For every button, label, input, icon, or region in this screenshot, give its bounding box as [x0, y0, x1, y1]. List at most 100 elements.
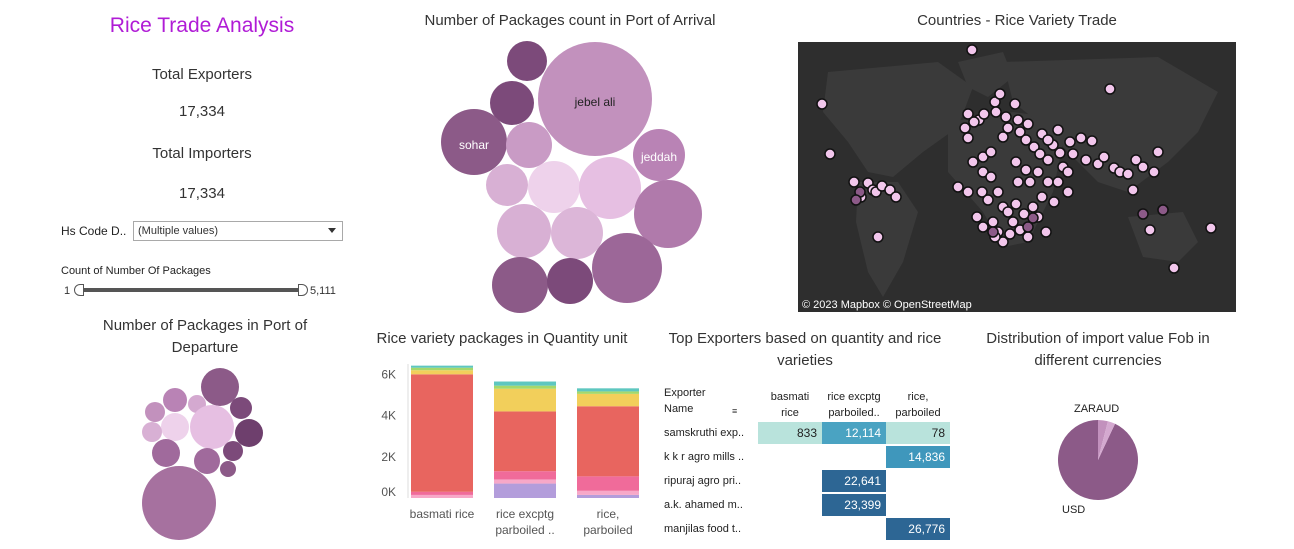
table-column-header[interactable]: parboiled: [895, 407, 941, 419]
map-point[interactable]: [1052, 176, 1064, 188]
map-point[interactable]: [968, 116, 980, 128]
map-point[interactable]: [977, 221, 989, 233]
table-cell[interactable]: 833: [758, 422, 822, 444]
arrival-bubble[interactable]: [547, 258, 593, 304]
arrival-bubble[interactable]: [634, 180, 702, 248]
arrival-bubble[interactable]: [579, 157, 641, 219]
bar-segment[interactable]: [494, 471, 556, 480]
map-point[interactable]: [959, 122, 971, 134]
map-point[interactable]: [1042, 134, 1054, 146]
arrival-bubble[interactable]: [506, 122, 552, 168]
bar-segment[interactable]: [494, 385, 556, 389]
table-row-label[interactable]: ripuraj agro pri..: [664, 475, 742, 487]
table-column-header[interactable]: rice,: [907, 391, 929, 403]
departure-bubble[interactable]: [152, 439, 180, 467]
departure-bubble[interactable]: [194, 448, 220, 474]
departure-bubble[interactable]: [142, 422, 162, 442]
departure-bubble[interactable]: [163, 388, 187, 412]
table-cell[interactable]: 23,399: [822, 494, 886, 516]
map-point[interactable]: [1062, 186, 1074, 198]
map-point[interactable]: [994, 88, 1006, 100]
map-point[interactable]: [977, 151, 989, 163]
map-point[interactable]: [1152, 146, 1164, 158]
map-point[interactable]: [1010, 156, 1022, 168]
map-point[interactable]: [890, 191, 902, 203]
map-point[interactable]: [982, 194, 994, 206]
map-point[interactable]: [1032, 166, 1044, 178]
arrival-bubble-sohar[interactable]: [441, 109, 507, 175]
map-point[interactable]: [850, 194, 862, 206]
map-point[interactable]: [1002, 122, 1014, 134]
table-column-header[interactable]: rice excptg: [827, 391, 881, 403]
map-point[interactable]: [824, 148, 836, 160]
map-point[interactable]: [1000, 111, 1012, 123]
table-row-label[interactable]: k k r agro mills ..: [664, 451, 745, 463]
map-point[interactable]: [1137, 208, 1149, 220]
departure-bubble[interactable]: [230, 397, 252, 419]
bar-segment[interactable]: [411, 365, 473, 368]
map-point[interactable]: [1027, 201, 1039, 213]
map-point[interactable]: [1064, 136, 1076, 148]
table-cell[interactable]: 14,836: [886, 446, 950, 468]
map-point[interactable]: [1052, 124, 1064, 136]
map-point[interactable]: [1075, 132, 1087, 144]
packages-slider-track[interactable]: [82, 288, 303, 292]
bar-segment[interactable]: [494, 381, 556, 386]
bar-segment[interactable]: [494, 483, 556, 498]
map-point[interactable]: [977, 166, 989, 178]
map-point[interactable]: [1137, 161, 1149, 173]
arrival-bubble[interactable]: [507, 41, 547, 81]
bar-segment[interactable]: [577, 476, 639, 491]
map-point[interactable]: [1040, 226, 1052, 238]
map-point[interactable]: [987, 226, 999, 238]
world-map[interactable]: © 2023 Mapbox © OpenStreetMap: [798, 42, 1236, 312]
map-point[interactable]: [1157, 204, 1169, 216]
map-point[interactable]: [1022, 221, 1034, 233]
pie-slice[interactable]: [1098, 420, 1108, 460]
map-point[interactable]: [962, 186, 974, 198]
map-point[interactable]: [1205, 222, 1217, 234]
map-point[interactable]: [985, 171, 997, 183]
table-row-label[interactable]: manjilas food t..: [664, 523, 742, 535]
map-point[interactable]: [1122, 168, 1134, 180]
map-point[interactable]: [990, 106, 1002, 118]
map-point[interactable]: [1009, 98, 1021, 110]
departure-bubble[interactable]: [220, 461, 236, 477]
table-cell[interactable]: 26,776: [886, 518, 950, 540]
map-point[interactable]: [1014, 126, 1026, 138]
map-point[interactable]: [1027, 212, 1039, 224]
map-point[interactable]: [966, 44, 978, 56]
bar-segment[interactable]: [577, 391, 639, 394]
arrival-bubble[interactable]: [551, 207, 603, 259]
departure-bubble[interactable]: [161, 413, 189, 441]
arrival-bubble[interactable]: [592, 233, 662, 303]
packages-slider-min-handle[interactable]: [74, 284, 84, 296]
map-point[interactable]: [1022, 118, 1034, 130]
map-point[interactable]: [1144, 224, 1156, 236]
table-row-label[interactable]: a.k. ahamed m..: [664, 499, 743, 511]
map-point[interactable]: [1042, 154, 1054, 166]
table-column-header[interactable]: parboiled..: [828, 407, 880, 419]
map-point[interactable]: [967, 156, 979, 168]
map-point[interactable]: [971, 211, 983, 223]
map-point[interactable]: [1022, 231, 1034, 243]
map-point[interactable]: [1048, 196, 1060, 208]
map-point[interactable]: [1012, 176, 1024, 188]
map-point[interactable]: [1062, 166, 1074, 178]
bar-segment[interactable]: [577, 393, 639, 407]
map-point[interactable]: [1127, 184, 1139, 196]
bar-segment[interactable]: [577, 406, 639, 477]
departure-bubble[interactable]: [145, 402, 165, 422]
bar-segment[interactable]: [411, 370, 473, 375]
map-point[interactable]: [1004, 228, 1016, 240]
arrival-bubble-jeddah[interactable]: [633, 129, 685, 181]
table-row-label[interactable]: samskruthi exp..: [664, 427, 745, 439]
map-point[interactable]: [997, 131, 1009, 143]
map-point[interactable]: [816, 98, 828, 110]
map-point[interactable]: [1010, 198, 1022, 210]
map-point[interactable]: [1012, 114, 1024, 126]
map-point[interactable]: [1042, 176, 1054, 188]
pie-slice[interactable]: [1098, 421, 1116, 460]
map-point[interactable]: [997, 236, 1009, 248]
table-cell[interactable]: 22,641: [822, 470, 886, 492]
